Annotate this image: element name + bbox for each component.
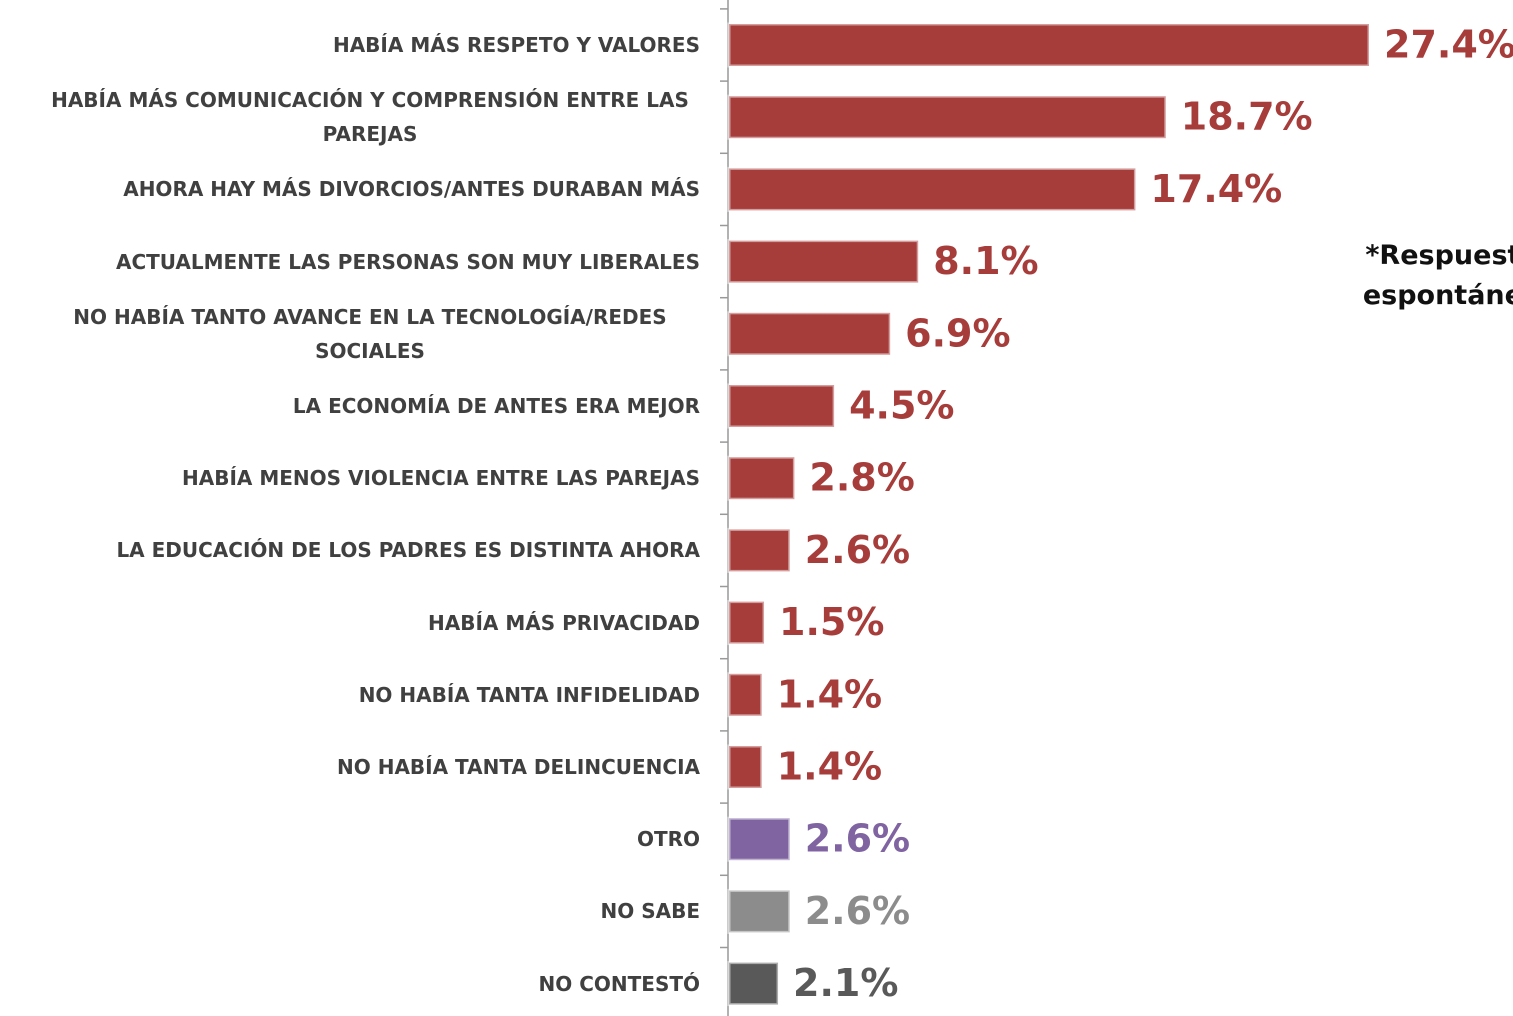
bar bbox=[727, 888, 792, 934]
value-label: 18.7% bbox=[1181, 95, 1313, 139]
value-label: 27.4% bbox=[1384, 23, 1513, 67]
category-text: NO HABÍA TANTO AVANCE EN LA TECNOLOGÍA/R… bbox=[73, 304, 667, 363]
category-text: HABÍA MÁS COMUNICACIÓN Y COMPRENSIÓN ENT… bbox=[51, 88, 689, 147]
category-text: HABÍA MÁS RESPETO Y VALORES bbox=[332, 33, 700, 57]
bar bbox=[727, 672, 764, 718]
category-label: NO SABE bbox=[601, 894, 701, 928]
value-label: 2.8% bbox=[809, 456, 914, 500]
value-label: 2.6% bbox=[805, 889, 910, 933]
value-label: 2.6% bbox=[805, 528, 910, 572]
category-label: LA EDUCACIÓN DE LOS PADRES ES DISTINTA A… bbox=[116, 533, 700, 567]
category-text: NO HABÍA TANTA INFIDELIDAD bbox=[358, 682, 700, 707]
value-label: 2.6% bbox=[805, 817, 910, 861]
category-text: ACTUALMENTE LAS PERSONAS SON MUY LIBERAL… bbox=[116, 249, 700, 274]
category-text: NO CONTESTÓ bbox=[538, 971, 700, 996]
value-label: 1.5% bbox=[779, 600, 884, 644]
category-label: NO HABÍA TANTA DELINCUENCIA bbox=[337, 750, 700, 784]
bar bbox=[727, 455, 796, 501]
category-text: LA EDUCACIÓN DE LOS PADRES ES DISTINTA A… bbox=[116, 538, 700, 563]
bar bbox=[727, 383, 836, 429]
bar bbox=[727, 744, 764, 790]
value-label: 8.1% bbox=[933, 239, 1038, 283]
category-text: HABÍA MÁS PRIVACIDAD bbox=[428, 610, 700, 635]
category-label: OTRO bbox=[637, 822, 700, 856]
category-text: AHORA HAY MÁS DIVORCIOS/ANTES DURABAN MÁ… bbox=[123, 177, 700, 202]
value-label: 2.1% bbox=[793, 961, 898, 1005]
value-label: 6.9% bbox=[905, 311, 1010, 355]
bar bbox=[727, 816, 792, 862]
category-text: HABÍA MENOS VIOLENCIA ENTRE LAS PAREJAS bbox=[182, 466, 700, 491]
value-label: 1.4% bbox=[777, 745, 882, 789]
bar bbox=[727, 22, 1371, 68]
category-text: OTRO bbox=[636, 827, 700, 852]
bar bbox=[727, 239, 920, 285]
bar bbox=[727, 94, 1168, 140]
bar bbox=[727, 166, 1137, 212]
category-text: NO HABÍA TANTA DELINCUENCIA bbox=[337, 755, 700, 779]
category-label: NO HABÍA TANTO AVANCE EN LA TECNOLOGÍA/R… bbox=[40, 300, 700, 368]
category-label: HABÍA MENOS VIOLENCIA ENTRE LAS PAREJAS bbox=[182, 461, 700, 495]
category-label: ACTUALMENTE LAS PERSONAS SON MUY LIBERAL… bbox=[116, 245, 700, 279]
category-text: LA ECONOMÍA DE ANTES ERA MEJOR bbox=[292, 394, 700, 418]
category-label: NO HABÍA TANTA INFIDELIDAD bbox=[359, 678, 700, 712]
category-label: AHORA HAY MÁS DIVORCIOS/ANTES DURABAN MÁ… bbox=[123, 172, 700, 206]
category-text: NO SABE bbox=[600, 899, 701, 924]
bar bbox=[727, 311, 892, 357]
annotation: *Respuesta espontánea bbox=[1362, 240, 1513, 311]
category-label: HABÍA MÁS RESPETO Y VALORES bbox=[333, 28, 700, 62]
value-label: 4.5% bbox=[849, 384, 954, 428]
category-label: HABÍA MÁS PRIVACIDAD bbox=[428, 606, 700, 640]
bar bbox=[727, 600, 766, 646]
category-label: NO CONTESTÓ bbox=[539, 967, 700, 1001]
bar bbox=[727, 961, 780, 1007]
category-label: LA ECONOMÍA DE ANTES ERA MEJOR bbox=[293, 389, 700, 423]
category-label: HABÍA MÁS COMUNICACIÓN Y COMPRENSIÓN ENT… bbox=[40, 83, 700, 151]
value-label: 17.4% bbox=[1150, 167, 1282, 211]
bar bbox=[727, 527, 792, 573]
value-label: 1.4% bbox=[777, 672, 882, 716]
